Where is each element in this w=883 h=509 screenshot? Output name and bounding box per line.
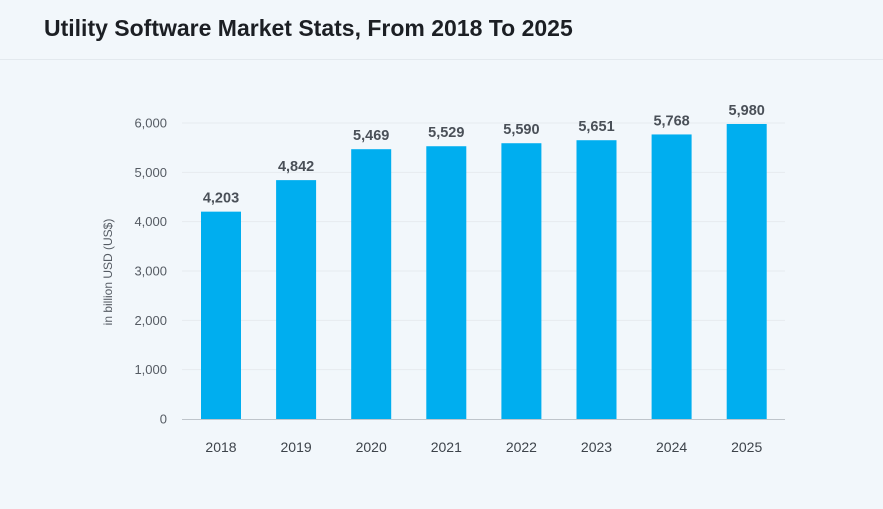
data-label: 5,651 — [578, 119, 614, 135]
x-tick-label: 2024 — [656, 439, 687, 455]
x-tick-label: 2018 — [205, 439, 236, 455]
data-label: 4,842 — [278, 159, 314, 175]
y-tick-label: 5,000 — [134, 165, 167, 180]
x-tick-label: 2023 — [581, 439, 612, 455]
bars — [201, 123, 767, 420]
x-axis-ticks: 2018 2019 2020 2021 2022 2023 2024 2025 — [205, 439, 762, 455]
bar — [651, 134, 692, 420]
bar — [426, 146, 467, 419]
data-label: 5,469 — [353, 128, 389, 144]
bar — [726, 123, 767, 419]
y-tick-label: 1,000 — [134, 362, 167, 377]
y-tick-label: 0 — [160, 412, 167, 427]
y-axis-label: in billion USD (US$) — [101, 219, 115, 326]
bar — [276, 180, 317, 419]
x-tick-label: 2025 — [731, 439, 762, 455]
y-axis-ticks: 0 1,000 2,000 3,000 4,000 5,000 6,000 — [134, 116, 167, 427]
data-labels: 4,203 4,842 5,469 5,529 5,590 5,651 5,768 5,980 — [203, 103, 765, 207]
bar — [201, 211, 241, 419]
data-label: 5,590 — [503, 122, 539, 138]
data-label: 4,203 — [203, 191, 239, 207]
x-tick-label: 2022 — [506, 439, 537, 455]
x-tick-label: 2021 — [431, 439, 462, 455]
x-tick-label: 2020 — [356, 439, 387, 455]
y-tick-label: 4,000 — [134, 214, 167, 229]
data-label: 5,980 — [729, 103, 765, 119]
x-tick-label: 2019 — [281, 439, 312, 455]
bar — [576, 140, 617, 419]
data-label: 5,529 — [428, 125, 464, 141]
y-tick-label: 3,000 — [134, 264, 167, 279]
data-label: 5,768 — [653, 113, 689, 129]
bar — [501, 143, 542, 419]
chart-header: Utility Software Market Stats, From 2018… — [0, 0, 883, 60]
y-tick-label: 6,000 — [134, 116, 167, 131]
y-tick-label: 2,000 — [134, 313, 167, 328]
bar — [351, 149, 392, 420]
chart-title: Utility Software Market Stats, From 2018… — [44, 15, 573, 41]
gridlines — [182, 122, 785, 371]
